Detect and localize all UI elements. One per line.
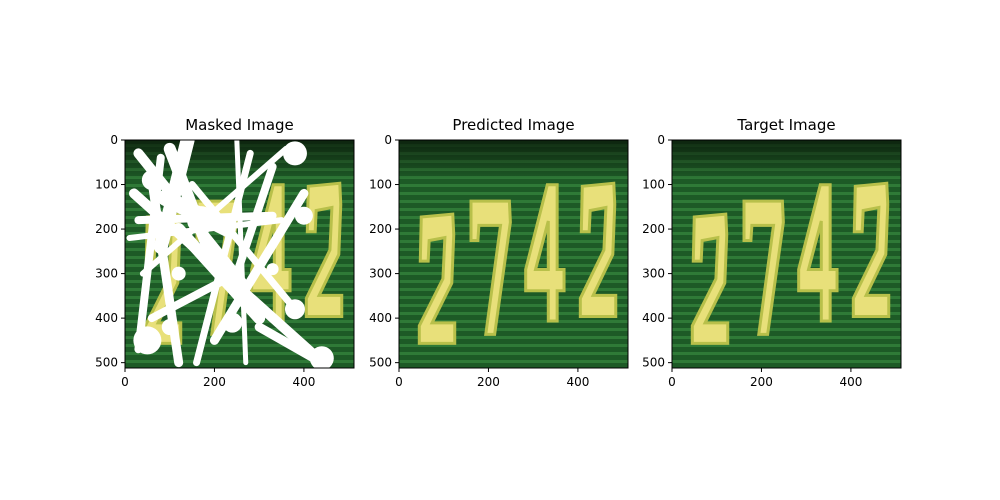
y-tick-label: 200 [95, 222, 118, 236]
digit-2-glyph [306, 183, 341, 316]
y-tick-label: 300 [642, 267, 665, 281]
mask-overlay [126, 133, 334, 371]
x-tick-label: 0 [121, 375, 129, 389]
axes-frame [124, 139, 355, 369]
y-tick-label: 300 [369, 267, 392, 281]
y-tick-label: 200 [369, 222, 392, 236]
y-tick-label: 500 [369, 356, 392, 370]
digit-4-glyph [526, 185, 564, 321]
image-area [399, 140, 628, 368]
panel-2: Predicted Image 0 200 400 0 100 200 300 400 500 [369, 116, 629, 389]
x-tick-label: 0 [395, 375, 403, 389]
digit-7-glyph [744, 201, 783, 334]
x-tick-label: 0 [668, 375, 676, 389]
y-tick-label: 500 [642, 356, 665, 370]
panel-title: Target Image [736, 116, 835, 134]
panel-title: Masked Image [185, 116, 294, 134]
x-tick-label: 400 [292, 375, 315, 389]
panel-title: Predicted Image [452, 116, 574, 134]
y-tick-label: 300 [95, 267, 118, 281]
digit-2-glyph [580, 183, 615, 316]
axes-frame [398, 139, 629, 369]
y-tick-label: 0 [110, 133, 118, 147]
digit-4-glyph [799, 185, 837, 321]
y-tick-label: 400 [642, 311, 665, 325]
x-tick-label: 200 [203, 375, 226, 389]
x-tick-label: 400 [566, 375, 589, 389]
y-tick-label: 0 [657, 133, 665, 147]
digit-7-glyph [471, 201, 510, 334]
x-tick-label: 200 [477, 375, 500, 389]
digit-2-glyph [853, 183, 888, 316]
y-tick-label: 0 [384, 133, 392, 147]
panel-1: Masked Image 0 200 400 0 100 200 300 400 500 [95, 116, 355, 389]
y-tick-label: 100 [95, 178, 118, 192]
y-tick-label: 400 [369, 311, 392, 325]
y-tick-label: 100 [369, 178, 392, 192]
image-area [125, 133, 354, 371]
y-tick-label: 200 [642, 222, 665, 236]
digit-2-glyph [419, 214, 454, 343]
digit-2-glyph [692, 214, 727, 343]
x-tick-label: 400 [839, 375, 862, 389]
axes-frame [671, 139, 902, 369]
image-area [672, 140, 901, 368]
y-tick-label: 500 [95, 356, 118, 370]
y-tick-label: 100 [642, 178, 665, 192]
y-tick-label: 400 [95, 311, 118, 325]
x-tick-label: 200 [750, 375, 773, 389]
panel-3: Target Image 0 200 400 0 100 200 300 400 500 [642, 116, 902, 389]
